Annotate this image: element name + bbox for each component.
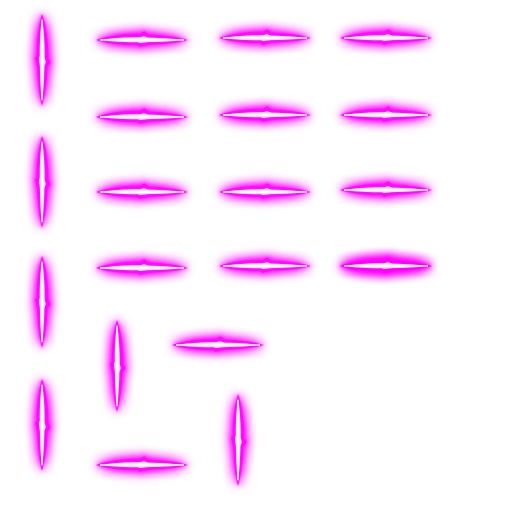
sprite-horizontal-7: [96, 183, 188, 199]
sprite-vertical-5: [35, 379, 51, 471]
sprite-vertical-3: [35, 256, 51, 348]
sprite-horizontal-8: [219, 183, 311, 199]
sprite-horizontal-6: [340, 106, 432, 122]
sprite-horizontal-5: [219, 106, 311, 122]
sprite-vertical-4: [110, 320, 126, 412]
sprite-horizontal-3: [340, 29, 432, 45]
sprite-horizontal-9: [340, 181, 432, 197]
sprite-vertical-6: [231, 394, 247, 486]
sprite-layer: [35, 14, 432, 486]
sprite-horizontal-4: [96, 108, 188, 124]
sprite-horizontal-2: [219, 29, 311, 45]
sprite-horizontal-14: [96, 456, 188, 472]
sprite-vertical-2: [35, 136, 51, 228]
sprite-horizontal-1: [96, 31, 188, 47]
sprite-horizontal-11: [219, 257, 311, 273]
sprite-vertical-1: [35, 14, 51, 106]
sprite-horizontal-13: [172, 336, 264, 352]
sprite-horizontal-15: [340, 257, 432, 273]
sprite-horizontal-10: [96, 259, 188, 275]
